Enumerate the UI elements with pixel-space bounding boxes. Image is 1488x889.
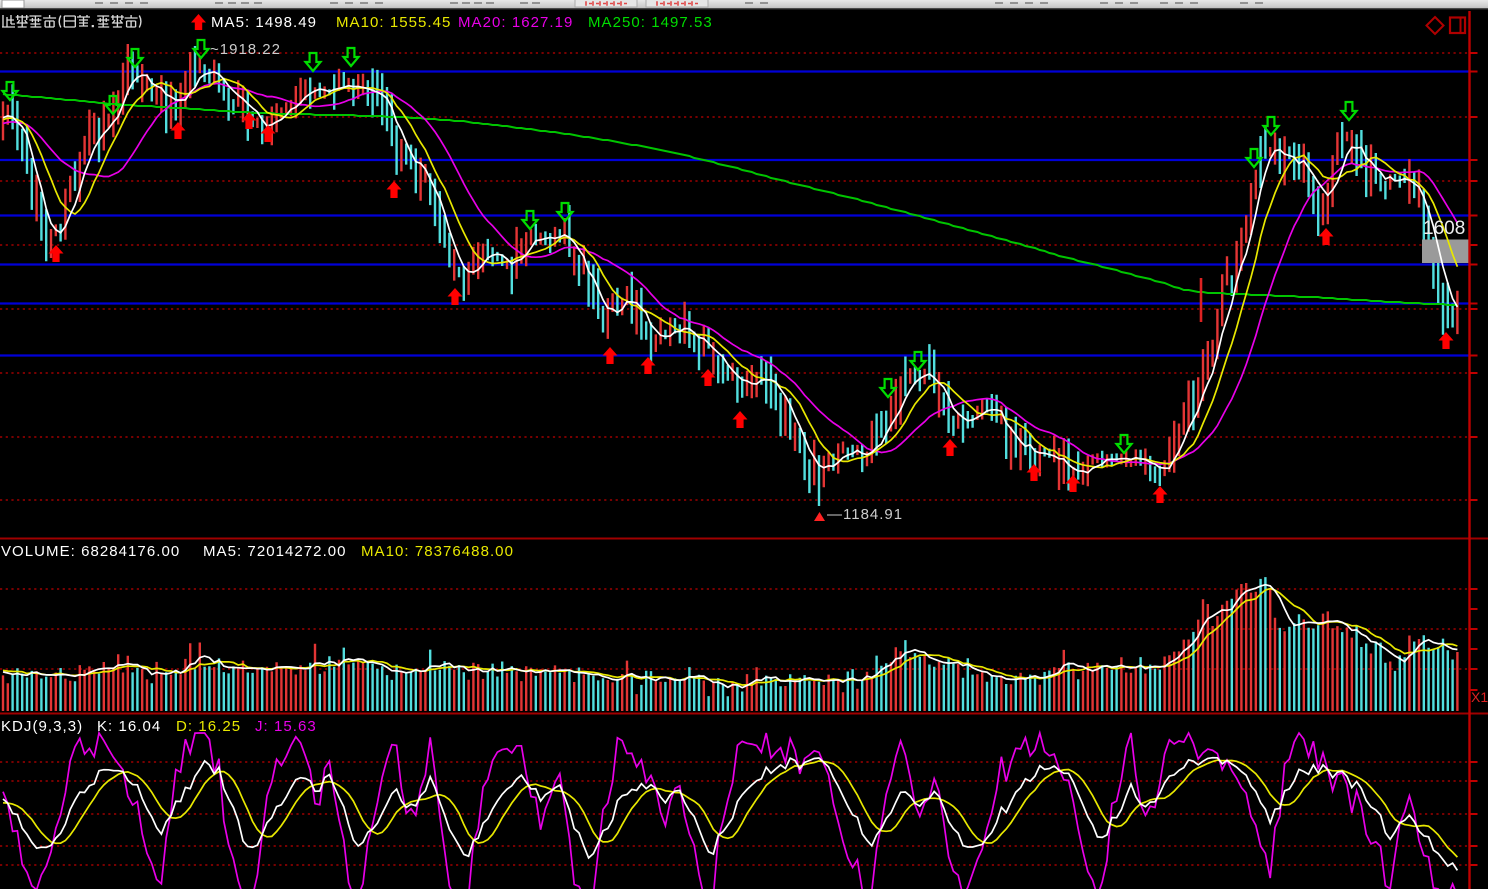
svg-text:—1184.91: —1184.91: [827, 506, 903, 523]
svg-text:X1: X1: [1471, 689, 1488, 705]
svg-text:1608: 1608: [1423, 218, 1465, 239]
svg-text:~1918.22: ~1918.22: [210, 41, 281, 58]
